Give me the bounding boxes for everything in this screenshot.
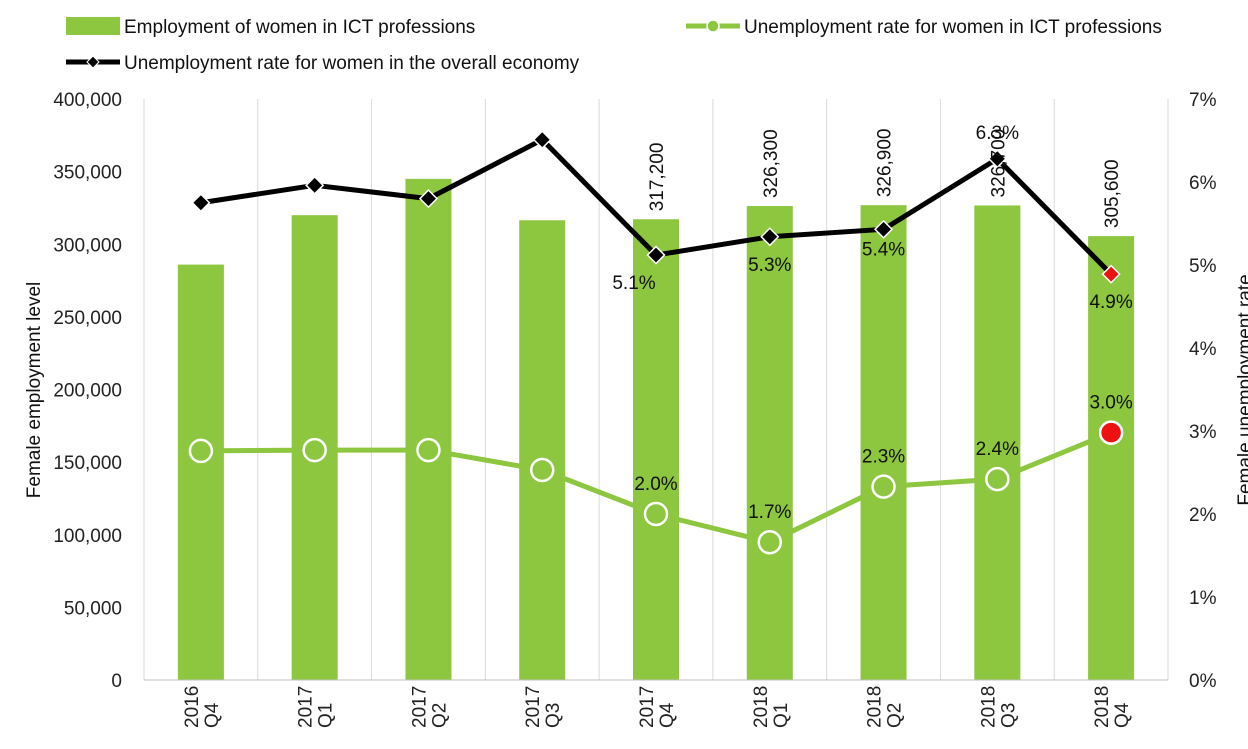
economy-unemployment-point (1101, 264, 1121, 284)
y2-tick-label: 7% (1189, 90, 1217, 111)
bar-value-label: 305,600 (1102, 159, 1123, 228)
economy-unemployment-point (305, 175, 325, 195)
bar-value-label: 326,900 (875, 128, 896, 197)
ict-unemployment-point (188, 438, 214, 464)
ict-rate-label: 2.0% (634, 474, 677, 495)
y-tick-label: 300,000 (53, 235, 122, 256)
y2-tick-label: 6% (1189, 173, 1217, 194)
bar (177, 264, 224, 680)
bar-value-label: 317,200 (647, 143, 668, 212)
economy-unemployment-point (646, 245, 666, 265)
y-tick-label: 150,000 (53, 453, 122, 474)
bar (633, 219, 679, 680)
ict-unemployment-point (1098, 420, 1124, 445)
x-tick-label: 2017 (523, 686, 544, 728)
ict-rate-label: 2.4% (976, 439, 1019, 460)
bar (519, 220, 566, 680)
bar (860, 205, 907, 681)
y-tick-label: 250,000 (53, 308, 122, 329)
economy-unemployment-point (873, 219, 894, 239)
legend-swatch-ict-marker (706, 19, 720, 33)
x-tick-label: 2017 (409, 686, 430, 728)
y-tick-label: 50,000 (64, 598, 122, 619)
x-tick-label: 2018 (751, 686, 772, 728)
line-series (188, 130, 1124, 555)
ict-unemployment-point (643, 501, 669, 527)
ict-unemployment-point (416, 437, 441, 463)
bar (746, 206, 793, 680)
ict-unemployment-point (757, 529, 783, 555)
economy-rate-label: 5.1% (612, 273, 655, 294)
bar-value-label: 326,700 (988, 129, 1009, 198)
ict-unemployment-line (200, 430, 1113, 545)
bar-series (177, 178, 1135, 681)
economy-rate-label: 4.9% (1089, 292, 1132, 313)
y-tick-label: 200,000 (53, 381, 122, 402)
y-axis-title: Female employment level (24, 282, 45, 498)
x-tick-label: Q2 (885, 703, 906, 728)
x-tick-label: Q4 (202, 702, 223, 728)
bar-value-label: 326,300 (761, 129, 782, 198)
legend: Employment of women in ICT professions Un… (66, 17, 1162, 74)
ict-unemployment-point (985, 466, 1010, 492)
x-tick-label: Q2 (429, 703, 450, 728)
x-tick-label: 2016 (182, 686, 203, 728)
x-tick-label: Q3 (998, 703, 1019, 728)
economy-unemployment-point (532, 130, 552, 150)
x-tick-label: Q1 (771, 703, 792, 728)
ict-rate-label: 3.0% (1089, 393, 1132, 414)
legend-label-bar: Employment of women in ICT professions (124, 17, 475, 38)
economy-unemployment-point (760, 227, 780, 247)
x-tick-label: 2018 (1092, 686, 1113, 728)
economy-rate-label: 6.3% (976, 123, 1019, 144)
economy-rate-label: 5.3% (748, 255, 791, 276)
x-tick-label: 2018 (978, 686, 999, 728)
ict-unemployment-point (529, 457, 555, 483)
y2-tick-label: 5% (1189, 256, 1217, 277)
economy-rate-label: 5.4% (862, 239, 905, 260)
ict-unemployment-point (871, 474, 896, 499)
ict-rate-label: 1.7% (748, 502, 791, 523)
y2-tick-label: 4% (1189, 339, 1217, 360)
x-tick-label: Q1 (316, 703, 337, 728)
y-tick-label: 0 (111, 671, 122, 692)
axes: 0 50,000 100,000 150,000 200,000 250,000 300,0… (24, 90, 1248, 728)
legend-swatch-bar (66, 17, 120, 35)
y-tick-label: 350,000 (53, 163, 122, 184)
x-tick-label: Q4 (657, 702, 678, 728)
bar (974, 205, 1021, 680)
legend-label-economy-line: Unemployment rate for women in the overa… (124, 53, 580, 74)
ict-unemployment-point (302, 437, 327, 463)
x-tick-label: 2017 (296, 686, 317, 728)
legend-label-ict-line: Unemployment rate for women in ICT profe… (744, 17, 1162, 38)
legend-swatch-economy-marker (86, 55, 100, 69)
economy-unemployment-point (418, 189, 439, 209)
y2-axis-title: Female unemployment rate (1235, 274, 1248, 505)
data-labels: 317,200 326,300 326,900 326,700 305,600 2.0% 1… (612, 123, 1133, 523)
x-tick-label: Q3 (543, 703, 564, 728)
x-tick-label: Q4 (1112, 702, 1133, 728)
economy-unemployment-point (987, 149, 1007, 169)
bar (1088, 236, 1135, 680)
y2-tick-label: 1% (1189, 588, 1217, 609)
y-tick-label: 400,000 (53, 90, 122, 111)
y2-tick-label: 3% (1189, 422, 1217, 443)
ict-rate-label: 2.3% (862, 447, 905, 468)
y2-tick-label: 0% (1189, 671, 1217, 692)
y-tick-label: 100,000 (53, 526, 122, 547)
bar (405, 178, 452, 680)
x-tick-label: 2018 (865, 686, 886, 728)
economy-unemployment-point (191, 193, 211, 213)
x-tick-label: 2017 (637, 686, 658, 728)
y2-tick-label: 2% (1189, 505, 1217, 526)
